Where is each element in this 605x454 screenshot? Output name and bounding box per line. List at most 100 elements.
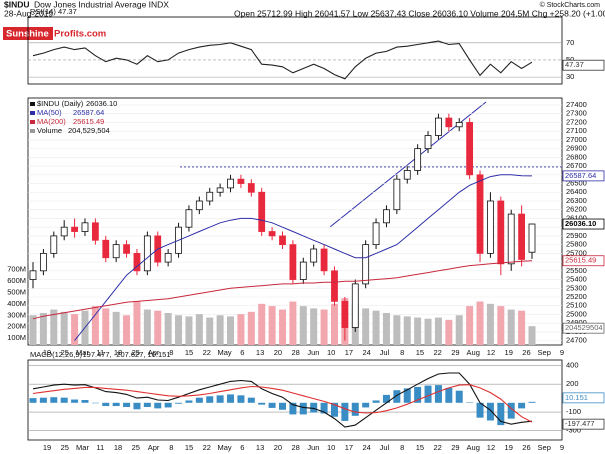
x-tick-label: 8	[400, 443, 404, 452]
candle-body	[247, 183, 255, 193]
x-tick-label: 6	[240, 443, 244, 452]
legend-value: 26036.10	[86, 99, 117, 108]
candle-body	[455, 122, 463, 128]
volume-bar	[393, 315, 401, 345]
x-tick-label: 18	[114, 443, 122, 452]
volume-bar	[403, 316, 411, 345]
logo-part: Profits.com	[54, 29, 106, 40]
x-tick-label: Mar	[76, 348, 89, 357]
volume-bar	[476, 301, 484, 345]
value-box-label: 204529504	[565, 323, 603, 332]
x-tick-label: 20	[274, 348, 282, 357]
x-tick-label: 17	[345, 443, 353, 452]
y-tick-label: 24700	[566, 336, 587, 345]
candle-body	[112, 244, 120, 259]
x-tick-label: 15	[185, 443, 193, 452]
x-tick-label: 15	[416, 348, 424, 357]
candle-body	[206, 191, 214, 202]
candle-body	[341, 300, 349, 328]
histogram-bar	[299, 402, 307, 415]
x-tick-label: 13	[256, 348, 264, 357]
x-tick-label: 9	[560, 348, 564, 357]
histogram-bar	[216, 395, 224, 403]
volume-bar	[455, 315, 463, 345]
histogram-bar	[247, 397, 255, 403]
y-tick-label: 30	[566, 72, 574, 81]
histogram-bar	[289, 402, 297, 415]
volume-bar	[50, 309, 58, 345]
x-tick-label: 18	[114, 348, 122, 357]
candle-body	[403, 170, 411, 180]
y-tick-label: 25700	[566, 248, 587, 257]
volume-bar	[227, 316, 235, 345]
x-tick-label: 15	[416, 443, 424, 452]
histogram-bar	[227, 394, 235, 403]
x-tick-label: 8	[400, 348, 404, 357]
panel-title: RSI(14)	[30, 7, 56, 16]
legend-value: 204,529,504	[68, 126, 110, 135]
candle-body	[50, 235, 58, 254]
candle-body	[507, 213, 515, 265]
y-tick-label: 26500	[566, 179, 587, 188]
volume-bar	[518, 310, 526, 345]
histogram-bar	[60, 397, 68, 403]
volume-tick-label: 400M	[7, 299, 26, 308]
histogram-bar	[414, 386, 422, 403]
y-tick-label: 200	[566, 379, 579, 388]
y-tick-label: -300	[566, 426, 581, 435]
volume-bar	[60, 311, 68, 345]
histogram-bar	[372, 400, 380, 403]
legend-value: 25615.49	[73, 117, 104, 126]
legend-label: Volume	[37, 126, 62, 135]
value-box	[562, 170, 605, 182]
volume-bar	[497, 306, 505, 345]
value-box-label: 25615.49	[565, 256, 596, 265]
x-tick-label: 11	[96, 443, 104, 452]
x-tick-label: 11	[96, 348, 104, 357]
volume-tick-label: 600M	[7, 276, 26, 285]
value-box-label: 26036.10	[565, 219, 596, 228]
value-box	[562, 218, 605, 230]
histogram-bar	[486, 402, 494, 421]
trendline	[329, 101, 487, 228]
x-tick-label: 10	[327, 348, 335, 357]
histogram-bar	[154, 402, 162, 409]
x-tick-label: Jul	[380, 443, 390, 452]
y-tick-label: 26300	[566, 196, 587, 205]
y-tick-label: 26900	[566, 144, 587, 153]
candle-body	[320, 248, 328, 272]
volume-bar	[445, 319, 453, 345]
panel-frame	[27, 359, 563, 441]
volume-bar	[310, 308, 318, 345]
x-tick-label: Aug	[467, 443, 480, 452]
y-tick-label: 25200	[566, 292, 587, 301]
histogram-bar	[29, 398, 37, 403]
candle-body	[476, 174, 484, 254]
x-tick-label: Jun	[307, 348, 319, 357]
candle-body	[237, 178, 245, 184]
legend-swatch	[30, 102, 35, 106]
volume-bar	[206, 317, 214, 345]
x-tick-label: 25	[132, 443, 140, 452]
y-tick-label: 27300	[566, 109, 587, 118]
histogram-bar	[393, 390, 401, 403]
volume-bar	[382, 312, 390, 345]
x-tick-label: 28	[291, 443, 299, 452]
x-tick-label: May	[218, 348, 232, 357]
candle-body	[185, 209, 193, 228]
x-tick-label: 12	[487, 348, 495, 357]
histogram-bar	[279, 402, 286, 410]
candle-body	[528, 223, 536, 253]
x-tick-label: 19	[43, 443, 51, 452]
instrument-name: Dow Jones Industrial Average INDX	[34, 0, 169, 9]
histogram-bar	[123, 402, 131, 407]
x-tick-label: 19	[505, 443, 513, 452]
y-tick-label: 25000	[566, 309, 587, 318]
series-line	[32, 40, 533, 80]
series-line	[32, 384, 533, 423]
volume-bar	[424, 318, 432, 345]
volume-bar	[299, 306, 307, 345]
volume-bar	[268, 306, 276, 345]
x-tick-label: 28	[291, 348, 299, 357]
x-tick-label: 20	[274, 443, 282, 452]
